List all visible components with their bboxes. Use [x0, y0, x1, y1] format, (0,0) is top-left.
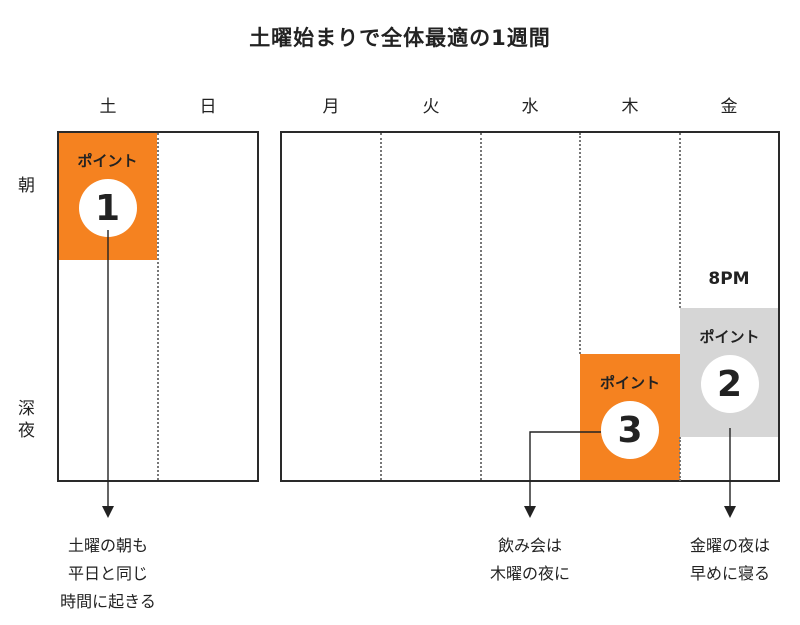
- point-2-note: 金曜の夜は 早めに寝る: [630, 532, 800, 588]
- day-label-tue: 火: [422, 97, 440, 117]
- day-label-thu: 木: [621, 97, 639, 117]
- point-2-number: 2: [700, 355, 759, 413]
- point-2-arrowhead: [724, 506, 736, 518]
- time-label-late-night-1: 深: [18, 399, 35, 419]
- day-label-sun: 日: [199, 97, 217, 117]
- divider-sat-sun: [157, 133, 159, 480]
- divider-mon-tue: [380, 133, 382, 480]
- point-3-label: ポイント: [599, 374, 660, 392]
- point-1-note-line-1: 土曜の朝も: [67, 536, 148, 555]
- point-2-label: ポイント: [699, 328, 760, 346]
- point-1-label: ポイント: [77, 152, 138, 170]
- time-label-morning: 朝: [18, 176, 35, 196]
- diagram-title: 土曜始まりで全体最適の1週間: [249, 26, 551, 50]
- divider-wed-thu: [579, 133, 581, 354]
- point-2-note-line-2: 早めに寝る: [689, 564, 770, 583]
- point-3-number: 3: [601, 401, 659, 459]
- point-2-note-line-1: 金曜の夜は: [689, 536, 770, 555]
- day-label-sat: 土: [99, 97, 117, 117]
- point-1-note-line-2: 平日と同じ: [67, 564, 148, 583]
- divider-tue-wed: [480, 133, 482, 480]
- day-label-mon: 月: [322, 97, 340, 117]
- point-3-note-line-2: 木曜の夜に: [489, 564, 570, 583]
- point-3-box: ポイント 3: [580, 354, 680, 481]
- point-3-note: 飲み会は 木曜の夜に: [430, 532, 630, 588]
- point-2-box: ポイント 2: [680, 308, 779, 437]
- divider-thu-fri-upper: [679, 133, 681, 308]
- day-label-fri: 金: [720, 97, 738, 117]
- point-1-note-line-3: 時間に起きる: [60, 592, 156, 611]
- point-3-note-line-1: 飲み会は: [497, 536, 562, 555]
- divider-thu-fri-lower: [679, 437, 681, 481]
- time-marker-8pm: 8PM: [708, 269, 750, 289]
- point-1-number: 1: [78, 179, 137, 237]
- point-3-connector: [529, 431, 601, 508]
- point-1-note: 土曜の朝も 平日と同じ 時間に起きる: [8, 532, 208, 616]
- day-label-wed: 水: [521, 97, 539, 117]
- weekend-panel: [57, 131, 259, 482]
- point-3-arrowhead: [524, 506, 536, 518]
- point-1-arrowhead: [102, 506, 114, 518]
- time-label-late-night-2: 夜: [18, 421, 35, 441]
